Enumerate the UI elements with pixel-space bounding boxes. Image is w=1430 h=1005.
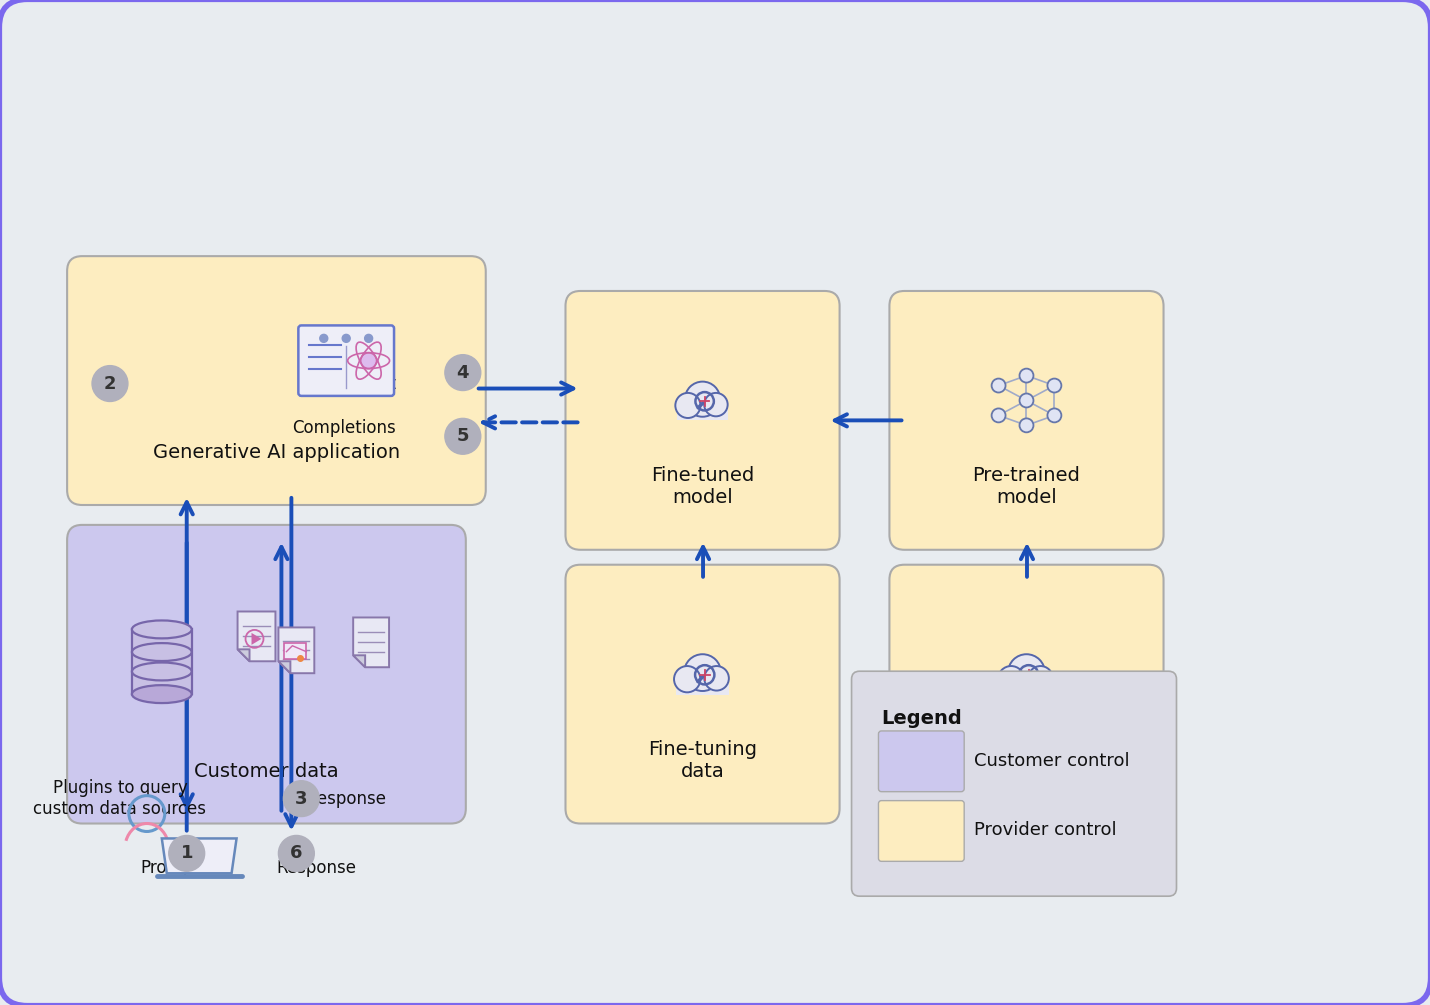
Bar (1000, 679, 1052, 694)
Circle shape (1020, 369, 1034, 383)
Circle shape (365, 335, 373, 343)
Circle shape (1020, 394, 1034, 407)
Text: Legend: Legend (881, 710, 962, 728)
Circle shape (360, 353, 376, 369)
Circle shape (675, 393, 701, 418)
Text: Response: Response (306, 790, 386, 808)
Text: Provider control: Provider control (974, 821, 1117, 839)
Text: Plugins to query
custom data sources: Plugins to query custom data sources (33, 779, 206, 818)
Circle shape (92, 366, 127, 401)
Text: Generative AI application: Generative AI application (153, 443, 400, 462)
Circle shape (1047, 379, 1061, 393)
FancyBboxPatch shape (878, 731, 964, 792)
FancyBboxPatch shape (565, 565, 839, 823)
FancyBboxPatch shape (299, 326, 395, 396)
Circle shape (991, 408, 1005, 422)
FancyBboxPatch shape (67, 256, 486, 505)
FancyBboxPatch shape (889, 565, 1164, 823)
Circle shape (1028, 666, 1052, 690)
Circle shape (1020, 418, 1034, 432)
Circle shape (320, 335, 327, 343)
Text: Fine-tuned
model: Fine-tuned model (651, 466, 754, 507)
Circle shape (685, 382, 721, 417)
Circle shape (445, 418, 480, 454)
Text: Pre-trained
model: Pre-trained model (972, 466, 1081, 507)
Text: Prompt: Prompt (140, 859, 200, 877)
Polygon shape (237, 649, 249, 661)
FancyBboxPatch shape (67, 525, 466, 823)
Text: 3: 3 (295, 790, 307, 808)
Circle shape (704, 393, 728, 416)
Text: 4: 4 (456, 364, 469, 382)
Circle shape (342, 335, 350, 343)
Circle shape (674, 666, 701, 692)
Circle shape (169, 835, 204, 871)
Polygon shape (353, 617, 389, 667)
Text: Customer data: Customer data (194, 762, 339, 781)
Bar (285, 643, 306, 659)
Polygon shape (279, 661, 290, 673)
Circle shape (1047, 408, 1061, 422)
Circle shape (1008, 654, 1045, 691)
Text: 1: 1 (180, 844, 193, 862)
Circle shape (705, 666, 729, 690)
Text: Fine-tuning
data: Fine-tuning data (648, 740, 756, 781)
Text: Context: Context (330, 375, 396, 393)
Text: Training data: Training data (962, 762, 1090, 781)
Polygon shape (237, 611, 276, 661)
FancyBboxPatch shape (889, 291, 1164, 550)
FancyBboxPatch shape (878, 801, 964, 861)
Circle shape (684, 654, 721, 691)
Circle shape (283, 781, 319, 816)
Bar (132, 629, 192, 694)
Circle shape (279, 835, 315, 871)
Polygon shape (162, 838, 236, 873)
FancyBboxPatch shape (565, 291, 839, 550)
Polygon shape (252, 633, 262, 645)
Text: Completions: Completions (292, 419, 396, 437)
FancyBboxPatch shape (851, 671, 1177, 896)
Ellipse shape (132, 620, 192, 638)
Bar (678, 405, 728, 420)
Text: 2: 2 (104, 375, 116, 393)
Polygon shape (279, 627, 315, 673)
Text: 6: 6 (290, 844, 303, 862)
Text: 5: 5 (456, 427, 469, 445)
Bar (676, 679, 729, 694)
Circle shape (991, 379, 1005, 393)
Text: Response: Response (276, 859, 356, 877)
Ellipse shape (132, 685, 192, 704)
Polygon shape (353, 655, 365, 667)
Circle shape (445, 355, 480, 391)
Text: Customer control: Customer control (974, 752, 1130, 770)
Circle shape (998, 666, 1024, 692)
